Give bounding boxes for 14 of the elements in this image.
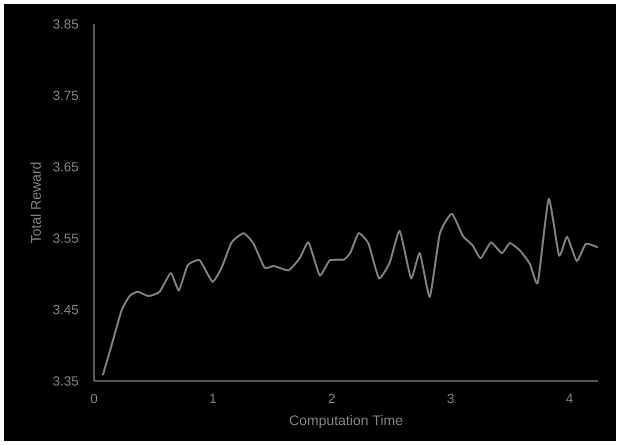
y-tick-label: 3.55 (53, 233, 78, 243)
x-tick-label: 2 (328, 394, 335, 404)
x-axis-title: Computation Time (290, 414, 402, 428)
y-tick-label: 3.45 (53, 304, 78, 314)
x-tick-label: 4 (566, 394, 573, 403)
line-series (102, 198, 599, 376)
y-tick-label: 3.65 (53, 162, 78, 172)
x-tick-label: 0 (90, 394, 98, 404)
y-tick-label: 3.85 (53, 19, 78, 29)
x-tick-label: 3 (447, 394, 454, 404)
y-axis-title: Total Reward (30, 162, 41, 244)
x-tick-label: 1 (210, 394, 216, 403)
y-tick-label: 3.75 (53, 90, 78, 100)
y-tick-label: 3.35 (53, 376, 78, 386)
